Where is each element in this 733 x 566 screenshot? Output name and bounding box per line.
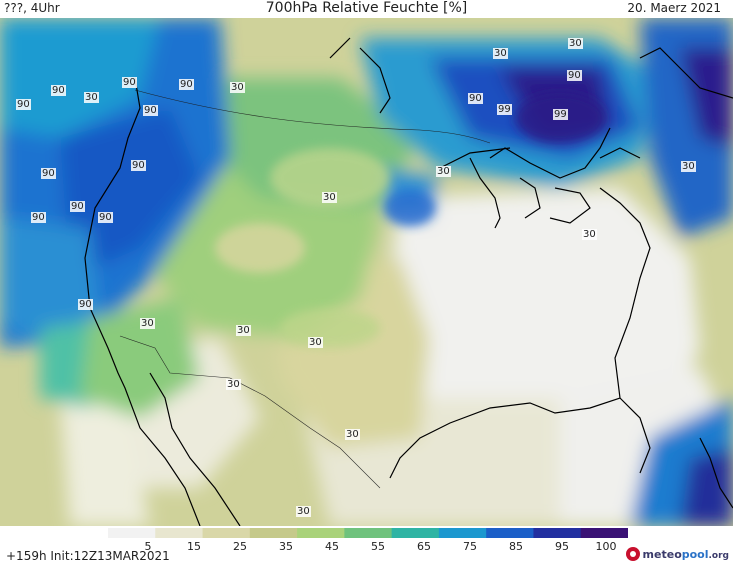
contour-label: 90 bbox=[78, 299, 93, 310]
map-title: 700hPa Relative Feuchte [%] bbox=[265, 0, 468, 16]
colorbar-tick: 95 bbox=[555, 540, 569, 553]
colorbar-tick: 45 bbox=[325, 540, 339, 553]
contour-label: 30 bbox=[308, 337, 323, 348]
colorbar-ticks: 5 15 25 35 45 55 65 75 85 95 100 bbox=[0, 540, 733, 554]
humidity-map: 90 90 90 90 90 90 90 90 90 90 90 90 99 9… bbox=[0, 18, 733, 526]
contour-label: 30 bbox=[345, 429, 360, 440]
contour-label: 90 bbox=[51, 85, 66, 96]
colorbar-tick: 55 bbox=[371, 540, 385, 553]
contour-label: 90 bbox=[31, 212, 46, 223]
colorbar-segment bbox=[155, 528, 204, 538]
contour-label: 30 bbox=[230, 82, 245, 93]
colorbar-tick: 85 bbox=[509, 540, 523, 553]
contour-label: 90 bbox=[122, 77, 137, 88]
contour-label: 90 bbox=[143, 105, 158, 116]
contour-label: 90 bbox=[468, 93, 483, 104]
colorbar-segment bbox=[202, 528, 251, 538]
colorbar-segment bbox=[391, 528, 440, 538]
colorbar-tick: 100 bbox=[595, 540, 617, 553]
colorbar-tick: 65 bbox=[417, 540, 431, 553]
colorbar-tick: 35 bbox=[279, 540, 293, 553]
colorbar-tick: 5 bbox=[144, 540, 152, 553]
contour-label: 30 bbox=[436, 166, 451, 177]
contour-label: 99 bbox=[553, 109, 568, 120]
header-bar: ???, 4Uhr 700hPa Relative Feuchte [%] 20… bbox=[0, 0, 733, 18]
colorbar-segment bbox=[533, 528, 582, 538]
colorbar-tick: 25 bbox=[233, 540, 247, 553]
contour-label: 90 bbox=[70, 201, 85, 212]
contour-label: 30 bbox=[296, 506, 311, 517]
forecast-day-time: ???, 4Uhr bbox=[4, 1, 60, 15]
contour-label: 90 bbox=[41, 168, 56, 179]
logo-text-pool: pool bbox=[681, 547, 709, 561]
colorbar-tick: 75 bbox=[463, 540, 477, 553]
colorbar bbox=[108, 528, 628, 538]
colorbar-segment bbox=[297, 528, 345, 538]
contour-label: 30 bbox=[140, 318, 155, 329]
legend-bar: 5 15 25 35 45 55 65 75 85 95 100 +159h I… bbox=[0, 526, 733, 566]
logo-text-meteo: meteo bbox=[642, 547, 682, 561]
meteopool-logo-icon bbox=[625, 547, 640, 561]
meteopool-logo: meteopool.org bbox=[625, 547, 729, 561]
contour-label: 30 bbox=[582, 229, 597, 240]
contour-label: 30 bbox=[568, 38, 583, 49]
colorbar-segment bbox=[438, 528, 487, 538]
contour-label: 99 bbox=[497, 104, 512, 115]
colorbar-segment bbox=[486, 528, 534, 538]
contour-label: 30 bbox=[493, 48, 508, 59]
contour-label: 90 bbox=[98, 212, 113, 223]
colorbar-segment bbox=[580, 528, 628, 538]
colorbar-tick: 15 bbox=[187, 540, 201, 553]
colorbar-segment bbox=[108, 528, 156, 538]
colorbar-segment bbox=[344, 528, 393, 538]
logo-text-org: .org bbox=[708, 550, 729, 561]
contour-label: 90 bbox=[179, 79, 194, 90]
contour-label: 30 bbox=[84, 92, 99, 103]
contour-label: 90 bbox=[16, 99, 31, 110]
contour-label: 30 bbox=[226, 379, 241, 390]
forecast-run-info: +159h Init:12Z13MAR2021 bbox=[6, 549, 170, 563]
humidity-field bbox=[0, 18, 733, 526]
contour-label: 30 bbox=[236, 325, 251, 336]
contour-label: 30 bbox=[681, 161, 696, 172]
contour-label: 90 bbox=[131, 160, 146, 171]
colorbar-segment bbox=[249, 528, 298, 538]
contour-label: 90 bbox=[567, 70, 582, 81]
contour-label: 30 bbox=[322, 192, 337, 203]
forecast-date: 20. Maerz 2021 bbox=[627, 1, 721, 15]
